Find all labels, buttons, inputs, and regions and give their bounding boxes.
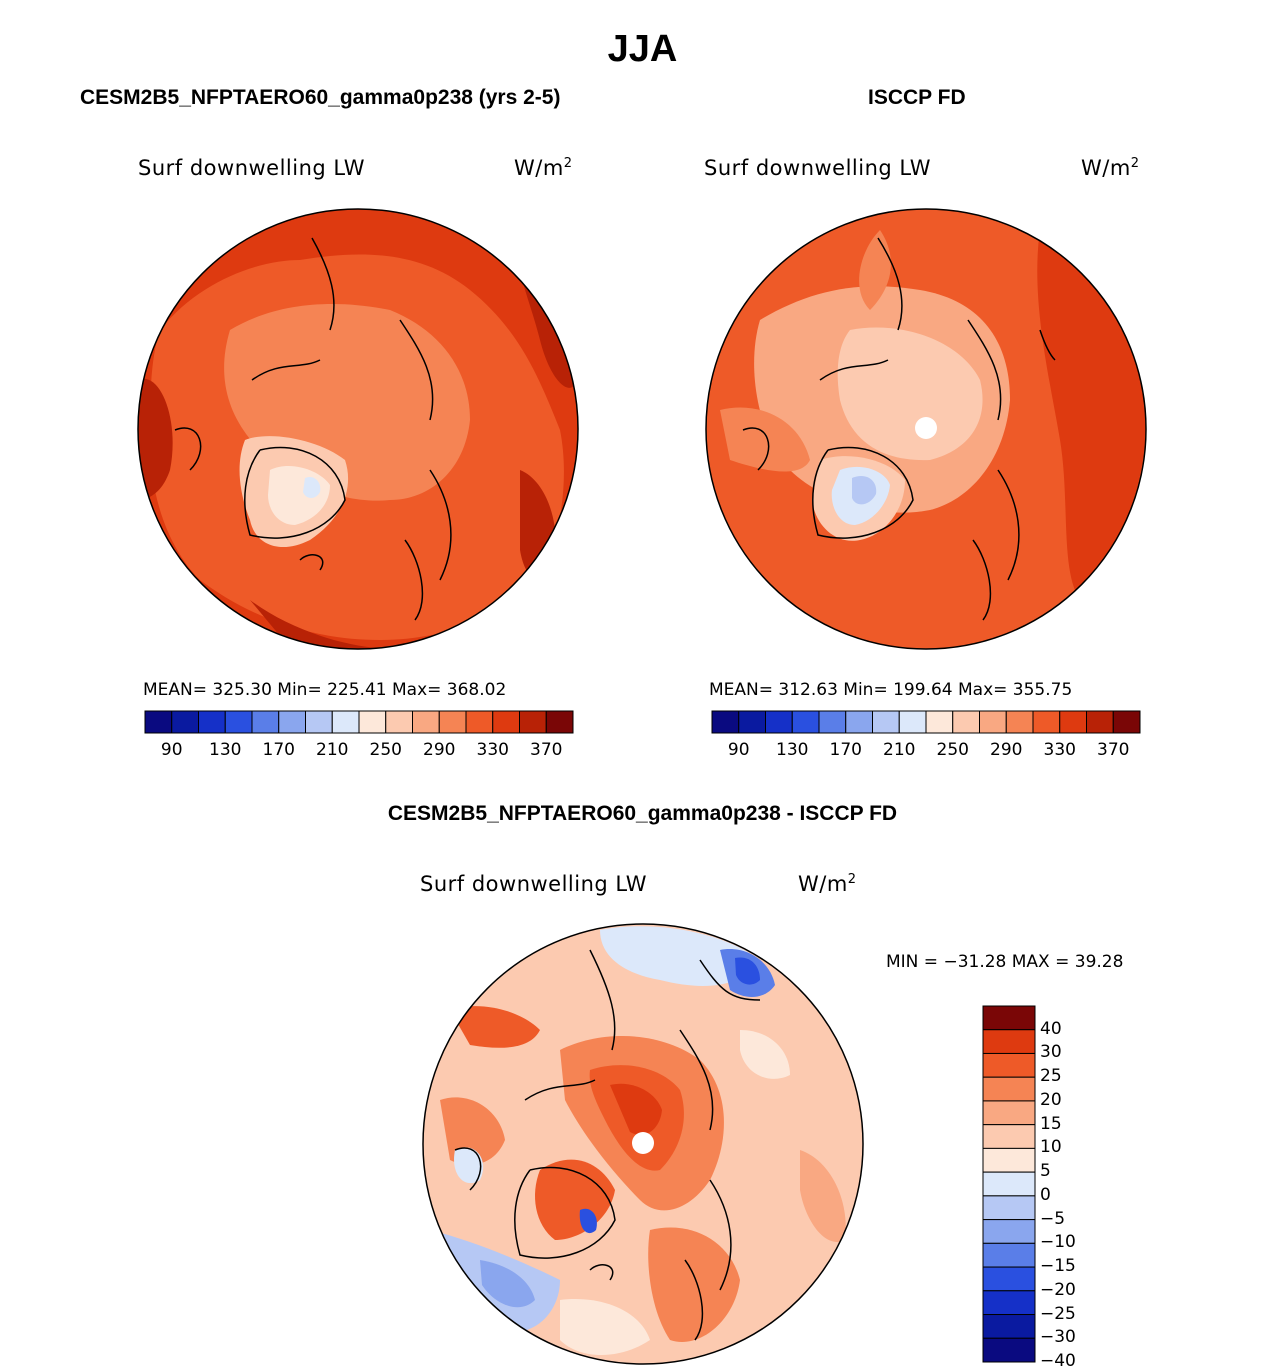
diff-colorbar [982, 1005, 1036, 1363]
model-variable-label: Surf downwelling LW [138, 156, 365, 180]
diff-units-label: W/m2 [798, 872, 857, 896]
colorbar-cell [982, 1266, 1036, 1292]
diff-variable-label: Surf downwelling LW [420, 872, 647, 896]
obs-colorbar-ticks: 90 130 170 210 250 290 330 370 [712, 740, 1140, 762]
colorbar-tick-label: 30 [1040, 1042, 1062, 1063]
colorbar-tick-label: −40 [1040, 1351, 1076, 1371]
colorbar-tick-label: 210 [316, 740, 349, 760]
obs-map-field [706, 209, 1146, 649]
colorbar-cell [982, 1242, 1036, 1268]
colorbar-tick-label: 0 [1040, 1184, 1051, 1205]
colorbar-tick-label: 130 [776, 740, 809, 760]
model-panel-header: CESM2B5_NFPTAERO60_gamma0p238 (yrs 2-5) [80, 86, 561, 109]
colorbar-tick-label: −15 [1040, 1256, 1076, 1277]
colorbar-tick-label: 210 [883, 740, 916, 760]
diff-minmax: MIN = −31.28 MAX = 39.28 [886, 952, 1124, 972]
diff-colorbar-ticks: 40 30 25 20 15 10 5 0 −5 −10 −15 −20 −25 −30 −40 [1040, 1006, 1120, 1371]
colorbar-cell [982, 1124, 1036, 1149]
colorbar-tick-label: 90 [727, 740, 750, 760]
model-map-field [138, 209, 578, 649]
colorbar-cell [982, 1029, 1036, 1054]
colorbar-cell [982, 1005, 1036, 1031]
model-colorbar-ticks: 90 130 170 210 250 290 330 370 [145, 740, 573, 762]
colorbar-tick-label: 370 [530, 740, 563, 760]
colorbar-cell [982, 1171, 1036, 1197]
colorbar-tick-label: 170 [829, 740, 862, 760]
colorbar-tick-label: 370 [1097, 740, 1130, 760]
obs-variable-label: Surf downwelling LW [704, 156, 931, 180]
colorbar-tick-label: 5 [1040, 1161, 1051, 1182]
model-colorbar [144, 710, 574, 734]
colorbar-tick-label: 250 [936, 740, 969, 760]
colorbar-cell [982, 1314, 1036, 1339]
colorbar-tick-label: 15 [1040, 1113, 1062, 1134]
colorbar-cell [982, 1219, 1036, 1244]
colorbar-cell [982, 1076, 1036, 1102]
colorbar-tick-label: 330 [1043, 740, 1076, 760]
colorbar-tick-label: 330 [476, 740, 509, 760]
colorbar-cell [1112, 710, 1141, 734]
model-stats: MEAN= 325.30 Min= 225.41 Max= 368.02 [143, 680, 507, 700]
colorbar-tick-label: −5 [1040, 1208, 1066, 1229]
colorbar-cell [982, 1290, 1036, 1316]
colorbar-tick-label: −30 [1040, 1327, 1076, 1348]
colorbar-tick-label: −25 [1040, 1303, 1076, 1324]
colorbar-tick-label: 250 [369, 740, 402, 760]
obs-stats: MEAN= 312.63 Min= 199.64 Max= 355.75 [709, 680, 1073, 700]
figure-title: JJA [607, 28, 678, 70]
colorbar-cell [982, 1337, 1036, 1363]
colorbar-cell [982, 1147, 1036, 1173]
colorbar-tick-label: 10 [1040, 1137, 1062, 1158]
colorbar-tick-label: −10 [1040, 1232, 1076, 1253]
colorbar-cell [982, 1100, 1036, 1126]
model-units-label: W/m2 [514, 156, 573, 180]
obs-units-label: W/m2 [1081, 156, 1140, 180]
colorbar-tick-label: −20 [1040, 1279, 1076, 1300]
obs-colorbar [711, 710, 1141, 734]
colorbar-tick-label: 40 [1040, 1018, 1062, 1039]
diff-panel-header: CESM2B5_NFPTAERO60_gamma0p238 - ISCCP FD [387, 802, 898, 825]
colorbar-tick-label: 20 [1040, 1089, 1062, 1110]
colorbar-tick-label: 290 [423, 740, 456, 760]
diff-map-field [423, 924, 863, 1364]
colorbar-tick-label: 25 [1040, 1066, 1062, 1087]
colorbar-tick-label: 130 [209, 740, 242, 760]
colorbar-cell [545, 710, 574, 734]
colorbar-cell [982, 1195, 1036, 1221]
obs-panel-header: ISCCP FD [868, 86, 966, 109]
colorbar-tick-label: 90 [160, 740, 183, 760]
colorbar-tick-label: 290 [990, 740, 1023, 760]
colorbar-cell [982, 1052, 1036, 1078]
colorbar-tick-label: 170 [262, 740, 295, 760]
